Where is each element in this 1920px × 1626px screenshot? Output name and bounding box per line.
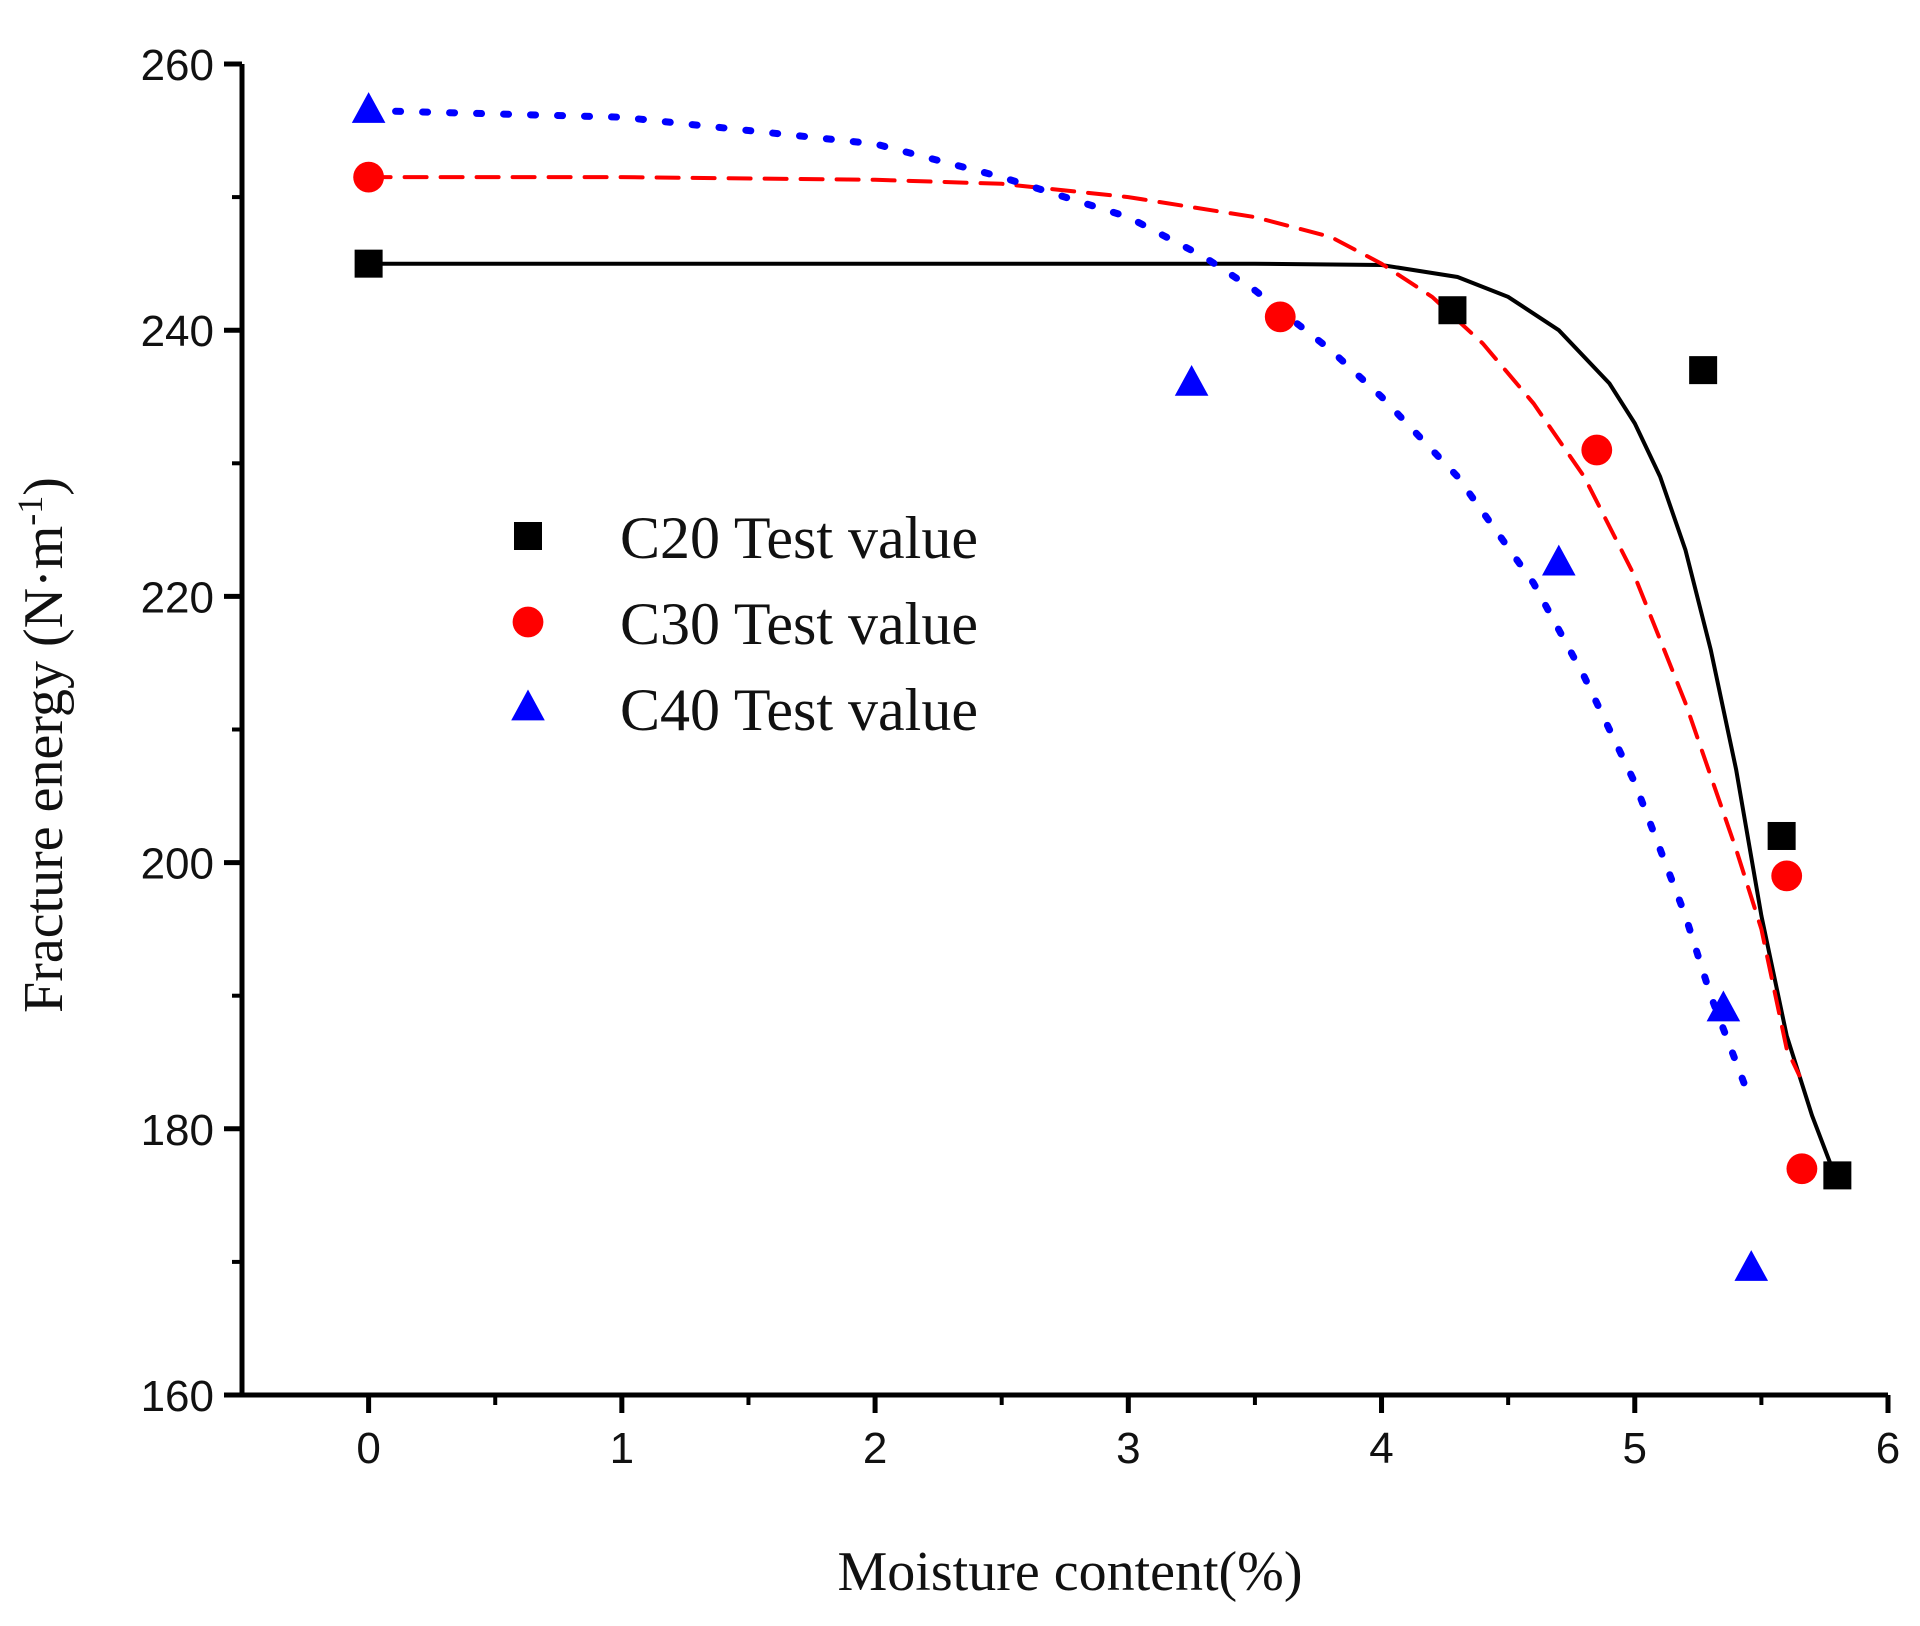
legend-label-c40: C40 Test value [620, 677, 978, 743]
point-c40 [1174, 364, 1209, 396]
legend: C20 Test value C30 Test value C40 Test val… [511, 505, 978, 743]
legend-label-c30: C30 Test value [620, 591, 978, 657]
legend-marker-c40 [511, 689, 545, 721]
x-tick-label: 0 [356, 1424, 380, 1473]
point-c30 [1581, 434, 1613, 466]
data-points [351, 92, 1852, 1281]
axes: 160 180 200 220 240 260 0 1 2 3 4 5 6 [141, 41, 1901, 1473]
legend-marker-c30 [512, 606, 544, 638]
x-tick-label: 1 [610, 1424, 634, 1473]
point-c20 [354, 249, 383, 278]
point-c20 [1438, 296, 1467, 325]
x-axis-title: Moisture content(%) [838, 1541, 1303, 1603]
y-axis-title: Fracture energy (N·m-1) [10, 477, 75, 1013]
y-tick-label: 180 [141, 1106, 214, 1155]
y-tick-label: 200 [141, 840, 214, 889]
y-tick-label: 220 [141, 573, 214, 622]
axis-titles: Moisture content(%) Fracture energy (N·m… [10, 477, 1302, 1603]
fit-curve-c30 [366, 175, 1802, 1078]
x-tick-label: 2 [863, 1424, 887, 1473]
point-c30 [1264, 301, 1296, 333]
point-c20 [1767, 821, 1796, 850]
fit-curves [365, 107, 1840, 1184]
point-c40 [1706, 990, 1741, 1022]
fit-curve-c20 [366, 261, 1840, 1184]
point-c40 [1542, 544, 1576, 576]
point-c30 [353, 161, 385, 193]
y-tick-label: 160 [141, 1372, 214, 1421]
x-tick-label: 3 [1116, 1424, 1140, 1473]
fit-curve-c40 [365, 107, 1755, 1106]
point-c40 [1734, 1250, 1769, 1281]
point-c30 [1786, 1153, 1818, 1185]
legend-label-c20: C20 Test value [620, 505, 978, 571]
x-tick-label: 5 [1623, 1424, 1647, 1473]
point-c20 [1823, 1161, 1852, 1190]
point-c40 [351, 92, 386, 123]
point-c20 [1689, 356, 1718, 385]
y-tick-label: 240 [141, 307, 214, 356]
x-tick-label: 4 [1369, 1424, 1393, 1473]
x-tick-label: 6 [1876, 1424, 1900, 1473]
legend-marker-c20 [514, 522, 542, 550]
point-c30 [1771, 860, 1803, 892]
y-tick-label: 260 [141, 41, 214, 90]
